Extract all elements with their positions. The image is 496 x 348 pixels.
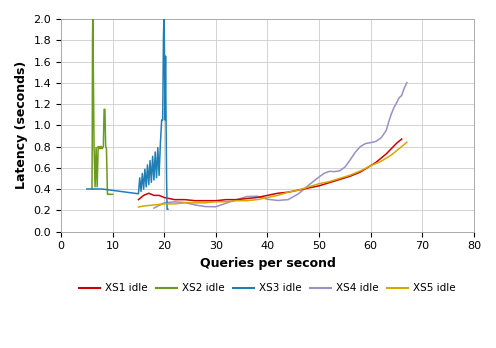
Y-axis label: Latency (seconds): Latency (seconds) (15, 61, 28, 189)
X-axis label: Queries per second: Queries per second (199, 257, 335, 270)
Legend: XS1 idle, XS2 idle, XS3 idle, XS4 idle, XS5 idle: XS1 idle, XS2 idle, XS3 idle, XS4 idle, … (75, 279, 460, 298)
